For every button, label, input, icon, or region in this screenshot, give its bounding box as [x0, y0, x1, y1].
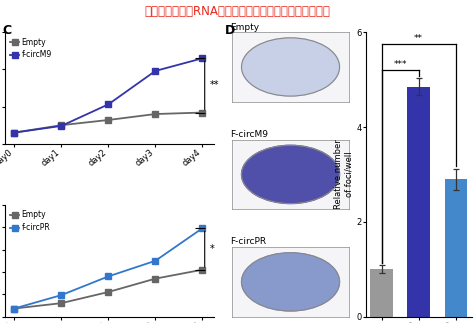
Circle shape: [242, 38, 339, 96]
Text: *: *: [210, 244, 214, 254]
f-circM9: [58, 124, 64, 128]
Text: Empty: Empty: [230, 23, 259, 32]
Circle shape: [242, 145, 339, 203]
Text: **: **: [210, 80, 219, 90]
Text: 过表达融合环状RNA可促进细胞增殖和克隆形成能力增强: 过表达融合环状RNA可促进细胞增殖和克隆形成能力增强: [144, 5, 330, 18]
f-circPR: [200, 226, 205, 230]
f-circPR: [153, 259, 158, 263]
Bar: [370, 269, 392, 317]
Empty: [11, 307, 17, 310]
Empty: [106, 290, 111, 294]
f-circPR: [58, 293, 64, 297]
Empty: [11, 131, 17, 135]
Text: C: C: [2, 24, 11, 37]
f-circPR: [11, 307, 17, 310]
f-circM9: [11, 131, 17, 135]
Empty: [200, 268, 205, 272]
Empty: [153, 277, 158, 281]
Line: f-circM9: f-circM9: [11, 56, 205, 135]
Y-axis label: Relative number
of foci/well: Relative number of foci/well: [334, 140, 353, 209]
Empty: [153, 112, 158, 116]
Empty: [58, 123, 64, 127]
Line: f-circPR: f-circPR: [11, 225, 205, 311]
Empty: [106, 118, 111, 122]
f-circM9: [200, 57, 205, 60]
Text: F-circPR: F-circPR: [230, 237, 266, 246]
Line: Empty: Empty: [11, 267, 205, 311]
Text: D: D: [225, 24, 236, 37]
Text: F-circM9: F-circM9: [230, 130, 268, 139]
Empty: [200, 110, 205, 114]
Legend: Empty, f-circM9: Empty, f-circM9: [9, 36, 53, 61]
Bar: [445, 179, 467, 317]
Line: Empty: Empty: [11, 110, 205, 135]
f-circM9: [106, 102, 111, 106]
f-circM9: [153, 69, 158, 73]
Bar: [408, 87, 430, 317]
Text: **: **: [414, 34, 423, 43]
Legend: Empty, f-circPR: Empty, f-circPR: [9, 209, 52, 234]
f-circPR: [106, 275, 111, 278]
Empty: [58, 301, 64, 305]
Circle shape: [242, 253, 339, 311]
Text: ***: ***: [393, 60, 407, 69]
